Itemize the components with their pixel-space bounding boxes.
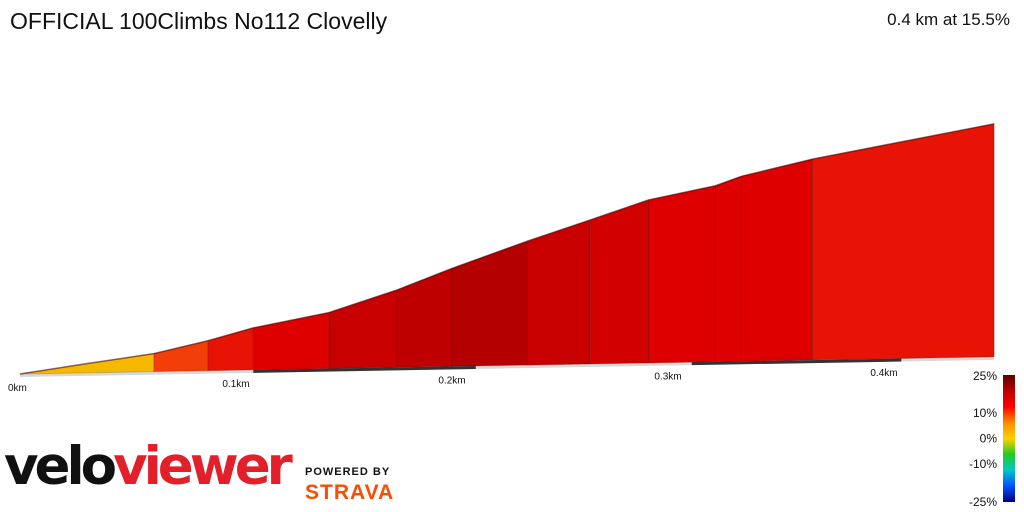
strava-wordmark: STRAVA: [305, 481, 395, 504]
profile-segment-4: [252, 311, 330, 371]
profile-segment-9: [589, 199, 650, 365]
climb-summary: 0.4 km at 15.5%: [887, 10, 1010, 29]
x-tick-label: 0.2km: [438, 375, 465, 386]
distance-band-2: [691, 358, 902, 366]
profile-segment-2: [153, 340, 209, 373]
distance-band-1: [253, 365, 476, 373]
powered-by-strava-logo[interactable]: POWERED BY STRAVA: [305, 466, 395, 504]
x-tick-label: 0.1km: [222, 379, 249, 390]
profile-segment-6: [395, 267, 453, 368]
profile-segment-10: [648, 185, 717, 364]
veloviewer-logo[interactable]: veloviewer: [4, 440, 293, 493]
profile-segment-7: [451, 240, 529, 367]
gradient-scale-label: 10%: [973, 406, 997, 420]
gradient-scale-label: -25%: [969, 495, 997, 509]
x-tick-label: 0.3km: [654, 372, 681, 383]
logo-viewer-text: viewer: [113, 436, 293, 497]
page-title: OFFICIAL 100Climbs No112 Clovelly: [10, 8, 388, 34]
profile-segment-13: [812, 123, 995, 361]
gradient-scale-label: 25%: [973, 369, 997, 383]
powered-by-label: POWERED BY: [305, 466, 391, 478]
gradient-scale-label: 0%: [980, 432, 998, 446]
gradient-scale-label: -10%: [969, 457, 997, 471]
logo-velo-text: velo: [4, 436, 117, 497]
profile-segment-11: [715, 175, 742, 363]
gradient-color-scale: [1003, 375, 1015, 502]
profile-ridge-line: [19, 123, 995, 375]
x-tick-label: 0.4km: [870, 368, 897, 379]
profile-segment-8: [527, 219, 591, 366]
x-tick-label: 0km: [8, 383, 27, 394]
profile-segment-12: [740, 158, 814, 362]
